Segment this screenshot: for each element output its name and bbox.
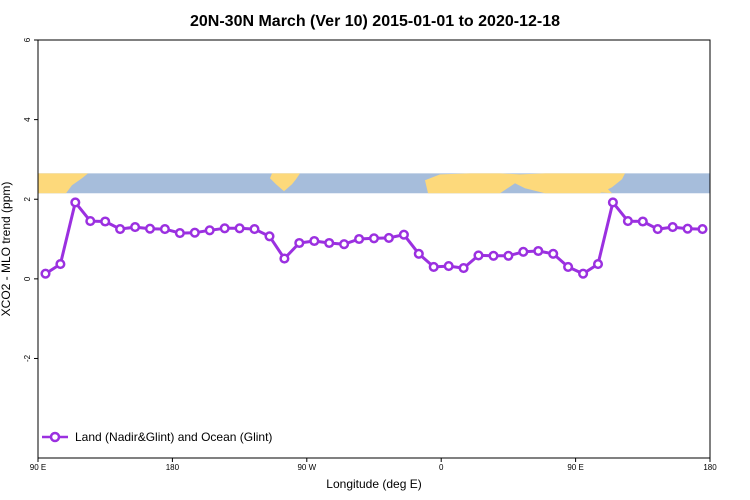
data-point [503, 250, 514, 261]
data-point [578, 268, 589, 279]
data-point [309, 235, 320, 247]
x-tick-label-1: 180 [166, 463, 180, 472]
data-point [339, 239, 350, 250]
y-tick-label-2: 2 [23, 196, 32, 201]
data-point [428, 261, 439, 272]
map-land-2 [425, 173, 625, 194]
x-tick-label-2: 90 W [297, 463, 316, 472]
data-point [115, 224, 126, 235]
data-point [473, 250, 484, 261]
y-tick-label-4: 6 [23, 37, 32, 42]
data-point [548, 248, 559, 259]
data-point [159, 224, 170, 235]
legend-swatch-marker [49, 431, 61, 443]
legend-label: Land (Nadir&Glint) and Ocean (Glint) [75, 430, 272, 444]
data-point [279, 253, 290, 264]
x-axis-label: Longitude (deg E) [326, 477, 421, 491]
x-tick-label-4: 90 E [567, 463, 583, 472]
data-point [70, 197, 81, 208]
map-land-1 [270, 173, 300, 192]
data-point [85, 216, 96, 227]
data-point [219, 223, 230, 234]
y-axis: -2 0 2 4 6 [23, 37, 38, 362]
x-tick-label-0: 90 E [30, 463, 46, 472]
data-point [607, 197, 618, 208]
data-point [383, 232, 394, 243]
map-land-3 [598, 187, 612, 194]
data-point [294, 237, 305, 249]
data-point [398, 229, 409, 240]
y-tick-label-3: 4 [23, 117, 32, 122]
world-map-strip [38, 173, 710, 194]
data-point [264, 231, 275, 242]
map-land-0 [38, 173, 88, 194]
series-layer [40, 197, 708, 279]
data-point [189, 227, 200, 238]
data-point [130, 222, 141, 233]
data-point [174, 228, 185, 239]
x-tick-label-5: 180 [703, 463, 717, 472]
legend: Land (Nadir&Glint) and Ocean (Glint) [42, 430, 272, 444]
data-point [413, 248, 424, 259]
data-point [55, 259, 66, 270]
data-point [592, 259, 604, 270]
data-point [622, 216, 633, 227]
data-point [368, 233, 380, 244]
data-point [354, 233, 365, 245]
map-land-4 [498, 178, 512, 191]
data-point [518, 246, 529, 257]
data-point [533, 245, 544, 257]
data-point [204, 225, 215, 236]
data-point [234, 223, 245, 234]
y-tick-label-1: 0 [23, 276, 32, 281]
chart-title: 20N-30N March (Ver 10) 2015-01-01 to 202… [190, 13, 560, 30]
data-point [100, 216, 111, 227]
data-point [652, 224, 663, 235]
data-point [324, 237, 335, 249]
data-point [488, 250, 499, 261]
data-point [443, 261, 454, 272]
data-point [563, 261, 574, 272]
data-point [697, 224, 708, 235]
data-point [682, 223, 693, 234]
x-axis: 90 E 180 90 W 0 90 E 180 [30, 458, 717, 472]
data-point [144, 223, 156, 234]
data-point [458, 263, 469, 274]
x-tick-label-3: 0 [439, 463, 444, 472]
y-tick-label-0: -2 [23, 354, 32, 362]
data-point [40, 268, 51, 279]
data-point [637, 216, 648, 227]
data-point [667, 222, 678, 233]
plot-frame [37, 39, 711, 459]
data-point [249, 224, 260, 235]
y-axis-label: XCO2 - MLO trend (ppm) [0, 182, 13, 317]
